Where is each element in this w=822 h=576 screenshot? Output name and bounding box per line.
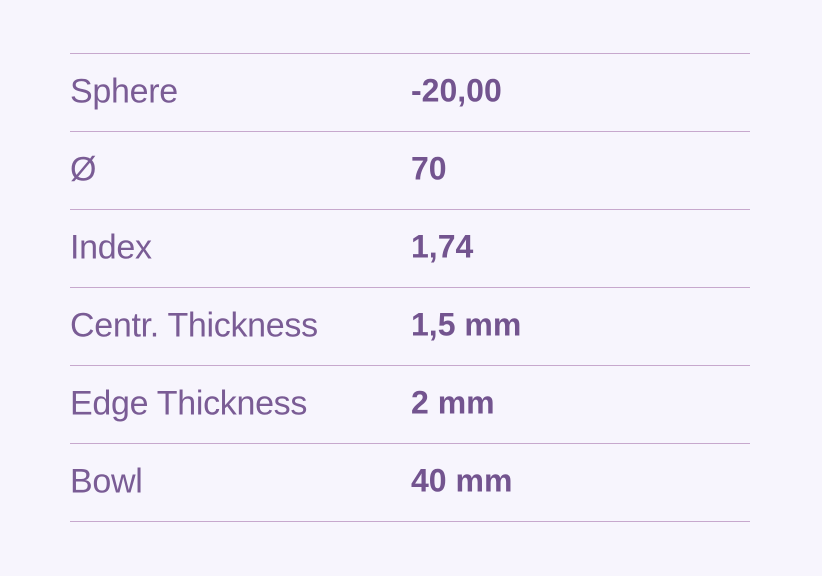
lens-spec-table: Sphere -20,00 Ø 70 Index 1,74 Centr. Thi… — [70, 53, 750, 522]
spec-label: Centr. Thickness — [70, 306, 318, 345]
spec-value: 1,74 — [411, 228, 474, 265]
spec-value: 40 mm — [411, 462, 513, 499]
spec-label: Index — [70, 228, 152, 267]
spec-value: -20,00 — [411, 72, 502, 109]
spec-label: Edge Thickness — [70, 384, 308, 423]
spec-label: Sphere — [70, 72, 178, 111]
spec-row-centre-thickness: Centr. Thickness 1,5 mm — [70, 288, 750, 366]
spec-label: Bowl — [70, 462, 143, 501]
spec-row-diameter: Ø 70 — [70, 132, 750, 210]
spec-value: 2 mm — [411, 384, 495, 421]
spec-label: Ø — [70, 150, 97, 189]
spec-value: 70 — [411, 150, 447, 187]
spec-value: 1,5 mm — [411, 306, 522, 343]
spec-row-bowl: Bowl 40 mm — [70, 444, 750, 522]
spec-row-index: Index 1,74 — [70, 210, 750, 288]
spec-row-sphere: Sphere -20,00 — [70, 54, 750, 132]
spec-row-edge-thickness: Edge Thickness 2 mm — [70, 366, 750, 444]
